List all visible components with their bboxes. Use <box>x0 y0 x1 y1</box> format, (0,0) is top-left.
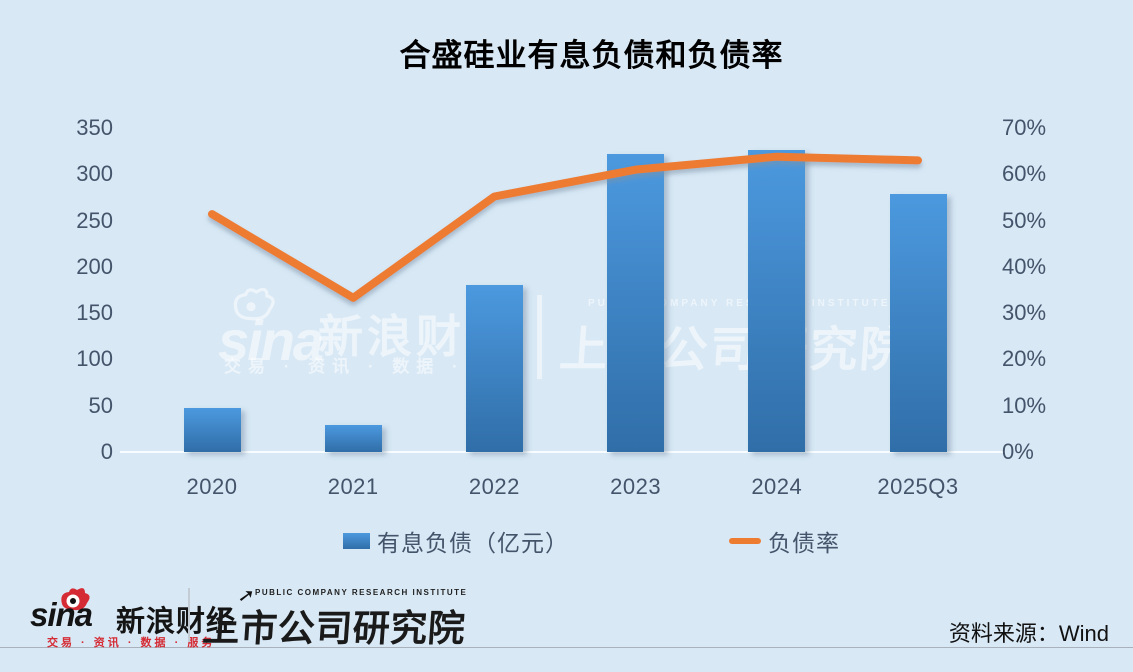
x-category-2021: 2021 <box>327 474 379 499</box>
watermark-divider <box>537 295 542 379</box>
y-tick-right: 70% <box>1002 115 1047 140</box>
y-tick-right: 0% <box>1002 439 1034 464</box>
line-series-label: 负债率 <box>768 530 840 556</box>
y-tick-left: 50 <box>88 392 113 418</box>
x-category-2023: 2023 <box>610 474 662 499</box>
bar-2020 <box>183 408 241 452</box>
bar-2024 <box>748 150 806 452</box>
y-tick-right: 20% <box>1002 346 1047 372</box>
legend: 有息负债（亿元） 负债率 <box>50 524 1133 558</box>
chart-title: 合盛硅业有息负债和负债率 <box>399 38 784 73</box>
footer-logo-divider <box>188 588 190 642</box>
bar-series-swatch <box>343 533 370 549</box>
footer-institute-en: PUBLIC COMPANY RESEARCH INSTITUTE <box>255 588 468 597</box>
footer-divider-line <box>0 647 1133 648</box>
x-category-2024: 2024 <box>751 474 803 499</box>
watermark-sina-word: sina <box>218 309 324 372</box>
y-tick-left: 300 <box>76 161 113 187</box>
x-axis-line <box>120 451 1005 453</box>
y-tick-left: 100 <box>76 346 113 372</box>
y-tick-right: 30% <box>1002 300 1047 326</box>
y-tick-left: 0 <box>100 439 113 464</box>
bar-2025Q3 <box>889 193 947 452</box>
sina-eye-icon <box>61 588 90 611</box>
watermark-tagline: 交易 · 资讯 · 数据 · 服务 <box>224 357 525 376</box>
bar-2023 <box>607 153 665 452</box>
watermark-institute-en: PUBLIC COMPANY RESEARCH INSTITUTE <box>588 298 891 309</box>
bar-series-label: 有息负债（亿元） <box>377 530 569 556</box>
x-category-2020: 2020 <box>186 474 238 499</box>
y-tick-right: 60% <box>1002 161 1047 187</box>
y-tick-left: 350 <box>76 115 113 140</box>
line-series-swatch <box>729 538 761 544</box>
footer-tagline: 交易 · 资讯 · 数据 · 服务 <box>47 637 216 649</box>
legend-item-line: 负债率 <box>729 524 840 558</box>
y-tick-left: 200 <box>76 253 113 279</box>
y-tick-left: 250 <box>76 207 113 233</box>
bar-2022 <box>465 285 523 452</box>
legend-item-bar: 有息负债（亿元） <box>343 524 569 558</box>
footer-sina-word: sina <box>30 596 93 633</box>
y-tick-left: 150 <box>76 300 113 326</box>
x-category-2025Q3: 2025Q3 <box>877 474 959 499</box>
y-tick-right: 40% <box>1002 253 1047 279</box>
x-category-2022: 2022 <box>468 474 520 499</box>
data-source-note: 资料来源：Wind <box>948 621 1109 646</box>
y-tick-right: 10% <box>1002 392 1047 418</box>
footer-brand: 新浪财经 <box>116 606 237 638</box>
bar-2021 <box>324 425 382 452</box>
y-tick-right: 50% <box>1002 207 1047 233</box>
